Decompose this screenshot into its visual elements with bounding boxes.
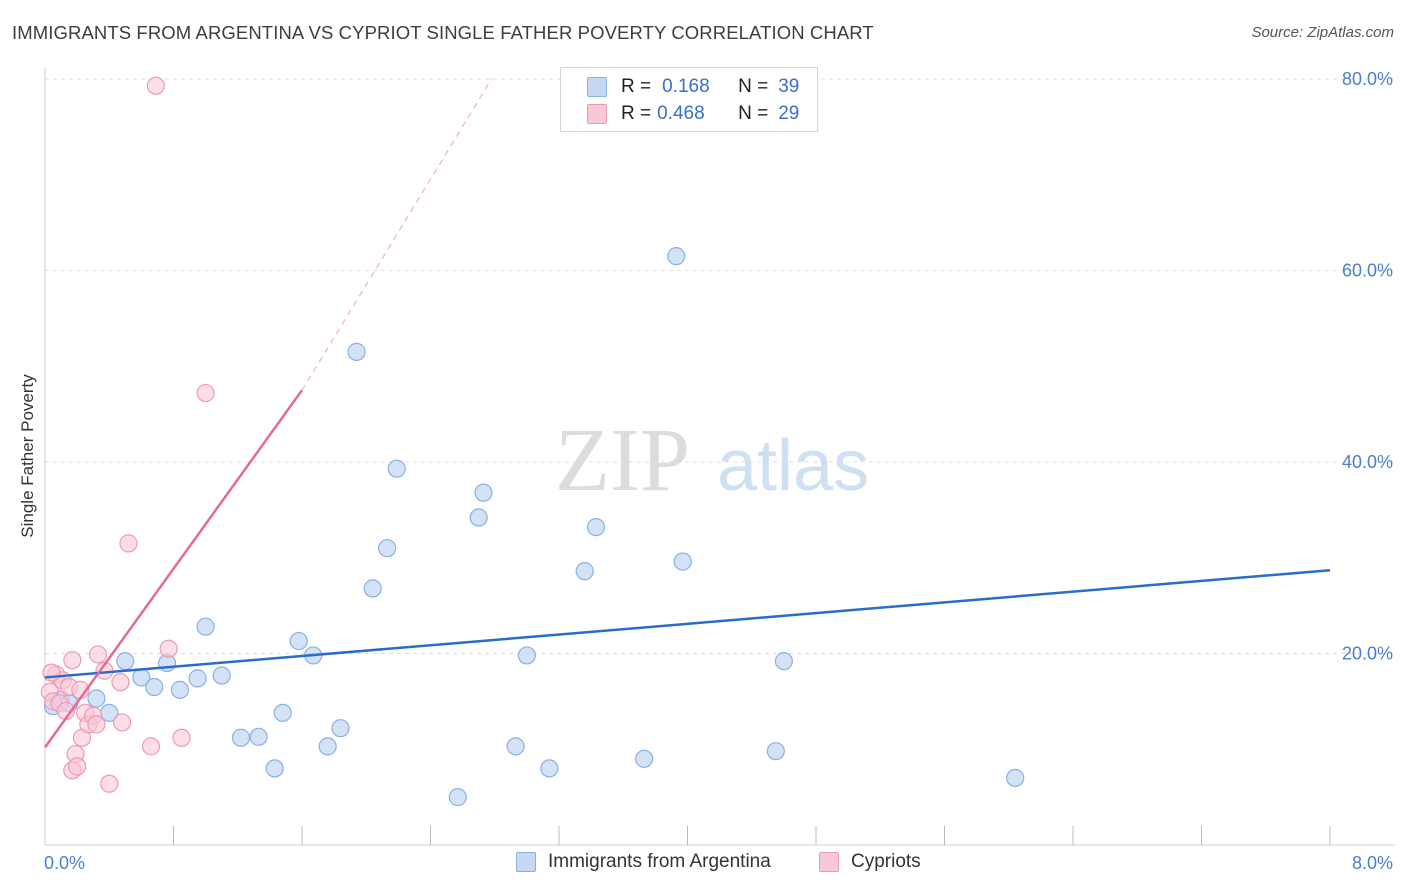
data-point-argentina (331, 719, 350, 738)
data-point-cypriots (172, 728, 191, 747)
y-tick-label: 40.0% (1342, 452, 1393, 472)
data-point-argentina (318, 737, 337, 756)
data-point-argentina (273, 703, 292, 722)
data-point-argentina (774, 652, 793, 671)
data-point-argentina (586, 518, 606, 537)
legend-n-value: 39 (778, 76, 800, 97)
watermark-atlas: atlas (717, 426, 869, 506)
data-point-argentina (231, 728, 251, 747)
data-point-argentina (387, 459, 406, 478)
data-point-argentina (474, 483, 493, 502)
data-point-argentina (448, 788, 467, 807)
legend-swatch-argentina (587, 77, 607, 97)
data-point-argentina (517, 646, 536, 665)
trend-line-cypriots (43, 389, 304, 749)
legend-row-argentina: R = 0.168 N = 39 (587, 75, 799, 99)
source-label: Source: ZipAtlas.com (1251, 24, 1394, 41)
data-point-argentina (575, 562, 594, 581)
watermark-zip: ZIP (555, 411, 690, 510)
legend-label-cypriots: Cypriots (851, 851, 921, 872)
data-point-argentina (378, 539, 397, 558)
legend-n-label: N = (738, 103, 769, 124)
data-point-cypriots (159, 639, 178, 658)
data-point-argentina (667, 247, 686, 266)
chart-title: IMMIGRANTS FROM ARGENTINA VS CYPRIOT SIN… (12, 22, 874, 43)
data-point-argentina (1006, 768, 1025, 788)
bottom-legend-argentina[interactable]: Immigrants from Argentina (516, 851, 771, 873)
legend-row-cypriots: R = 0.468 N = 29 (587, 102, 799, 126)
data-point-cypriots (63, 651, 82, 670)
data-point-argentina (363, 579, 382, 598)
data-point-cypriots (68, 757, 87, 776)
data-point-argentina (212, 666, 231, 685)
data-point-argentina (635, 749, 654, 768)
trend-extension-cypriots (301, 78, 493, 391)
data-point-cypriots (119, 534, 138, 553)
data-point-cypriots (112, 713, 132, 732)
x-tick-label: 8.0% (1352, 853, 1393, 873)
data-point-argentina (469, 508, 488, 527)
bottom-legend-cypriots[interactable]: Cypriots (819, 851, 921, 873)
data-point-argentina (196, 617, 215, 636)
data-point-cypriots (196, 383, 215, 403)
legend-swatch-cypriots (819, 852, 839, 872)
data-point-argentina (188, 669, 207, 688)
legend-r-label: R = (621, 103, 652, 124)
data-point-argentina (289, 631, 308, 651)
legend-n-value: 29 (778, 103, 800, 124)
y-tick-label: 80.0% (1342, 69, 1393, 89)
data-point-argentina (673, 552, 692, 571)
legend-swatch-cypriots (587, 104, 607, 124)
data-point-argentina (145, 677, 164, 697)
data-point-cypriots (146, 76, 165, 95)
legend-swatch-argentina (516, 852, 536, 872)
y-tick-label: 20.0% (1342, 644, 1393, 664)
data-point-argentina (265, 759, 284, 778)
data-point-cypriots (100, 774, 119, 793)
data-point-argentina (766, 742, 785, 761)
y-axis-label: Single Father Poverty (18, 374, 37, 538)
data-point-argentina (249, 727, 268, 746)
data-point-cypriots (87, 715, 106, 734)
data-point-argentina (347, 342, 366, 361)
data-point-cypriots (141, 737, 161, 756)
x-tick-label: 0.0% (44, 853, 85, 873)
legend-r-value: 0.468 (657, 103, 705, 124)
y-tick-label: 60.0% (1342, 261, 1393, 281)
legend-n-label: N = (738, 76, 769, 97)
data-point-argentina (87, 689, 106, 708)
legend-r-label: R = (621, 76, 652, 97)
data-point-cypriots (111, 673, 130, 692)
legend-r-value: 0.168 (662, 76, 710, 97)
data-point-argentina (540, 759, 559, 778)
data-point-cypriots (88, 645, 108, 664)
data-point-argentina (506, 737, 525, 756)
data-point-argentina (116, 652, 135, 671)
legend-label-argentina: Immigrants from Argentina (548, 851, 771, 872)
correlation-legend: R = 0.168 N = 39 R = 0.468 N = 29 (560, 67, 818, 132)
trend-line-argentina (44, 568, 1331, 679)
data-point-argentina (170, 680, 190, 699)
